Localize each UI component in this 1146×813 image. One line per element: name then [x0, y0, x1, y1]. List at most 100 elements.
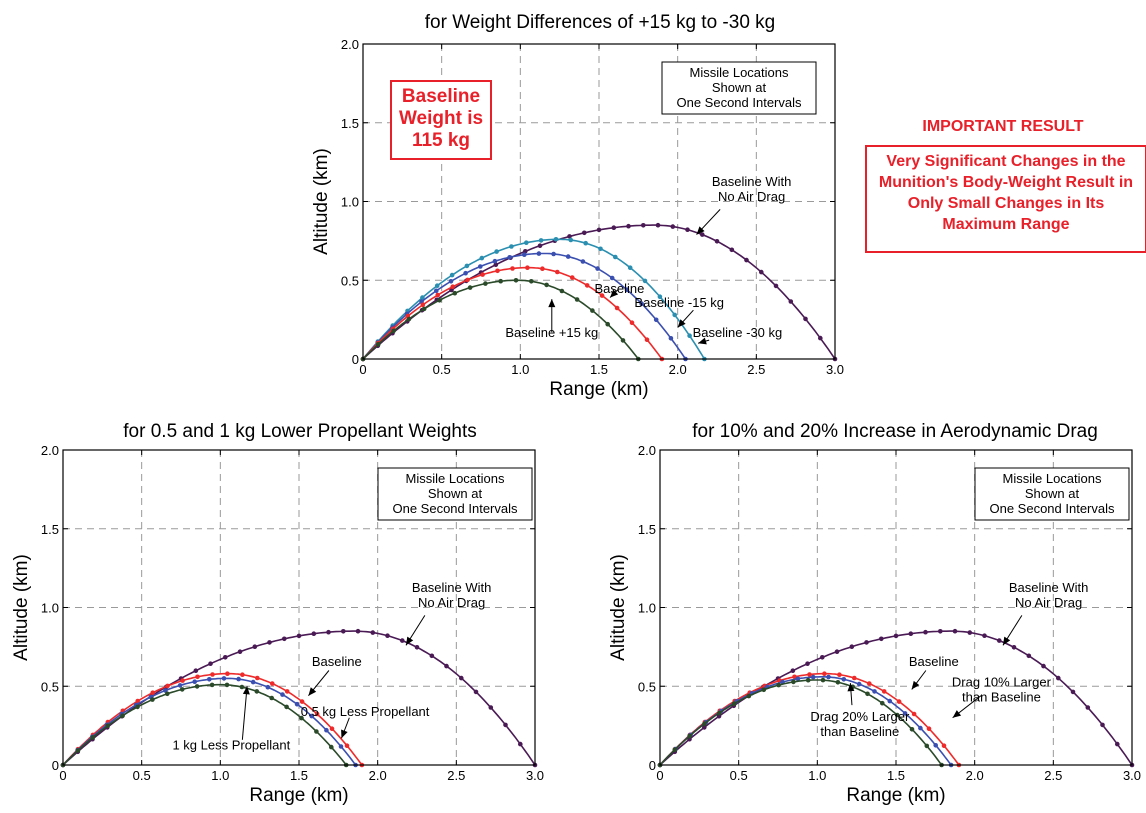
annotation-arrowhead	[341, 729, 348, 739]
plot-frame	[659, 449, 1133, 766]
chart-panel-1: for Weight Differences of +15 kg to -30 …	[311, 12, 844, 400]
series-point	[270, 681, 275, 686]
series-point	[668, 336, 674, 341]
series-point	[902, 711, 908, 716]
chart-title: for 0.5 and 1 kg Lower Propellant Weight…	[123, 421, 476, 442]
y-tick-label: 2.0	[41, 443, 59, 458]
series-point	[120, 713, 125, 718]
series-point	[717, 710, 722, 716]
series-point	[294, 701, 300, 707]
series-point	[700, 232, 705, 237]
series-point	[90, 735, 96, 740]
chart-title: for Weight Differences of +15 kg to -30 …	[425, 12, 775, 33]
x-tick-label: 0	[656, 768, 663, 783]
series-4	[360, 265, 665, 362]
series-point	[437, 298, 442, 303]
series-point	[524, 240, 529, 245]
series-point	[672, 312, 677, 318]
series-point	[324, 727, 329, 733]
y-tick-label: 0	[649, 758, 656, 773]
series-point	[309, 713, 315, 719]
series-4	[60, 682, 349, 768]
annotation-label: than Baseline	[962, 689, 1041, 704]
missile-locations-text: Missile Locations	[1003, 471, 1102, 486]
series-point	[355, 628, 361, 634]
x-tick-label: 1.0	[511, 362, 529, 377]
series-point	[896, 699, 902, 704]
annotation-arrowhead	[847, 683, 855, 692]
series-point	[479, 255, 485, 261]
series-point	[613, 254, 618, 260]
series-5	[360, 278, 641, 362]
chart-panel-3: for 10% and 20% Increase in Aerodynamic …	[608, 421, 1141, 806]
series-point	[391, 328, 396, 334]
series-3	[360, 251, 688, 362]
series-2	[360, 237, 707, 362]
missile-locations-box	[377, 467, 533, 521]
y-tick-label: 1.0	[41, 601, 59, 616]
annotation-label: 1 kg Less Propellant	[172, 737, 290, 752]
series-point	[180, 678, 185, 683]
series-point	[837, 672, 842, 677]
series-point	[254, 675, 260, 681]
series-point	[429, 653, 435, 659]
series-point	[626, 223, 631, 229]
series-point	[105, 723, 110, 729]
annotation-label: No Air Drag	[718, 189, 785, 204]
series-point	[434, 288, 439, 294]
series-point	[574, 297, 580, 302]
series-point	[540, 266, 545, 272]
series-point	[746, 693, 752, 699]
annotation-label: Baseline	[312, 654, 362, 669]
series-point	[672, 747, 678, 752]
series-point	[639, 301, 644, 306]
x-tick-label: 2.0	[669, 362, 687, 377]
annotation-label: Drag 20% Larger	[810, 709, 910, 724]
x-axis-label: Range (km)	[846, 785, 945, 806]
y-axis-label: Altitude (km)	[608, 554, 629, 661]
series-point	[1085, 705, 1091, 710]
x-axis-label: Range (km)	[549, 379, 648, 400]
series-point	[567, 234, 572, 239]
series-point	[299, 715, 304, 721]
series-line	[659, 679, 943, 766]
series-point	[595, 266, 600, 271]
missile-locations-text: Missile Locations	[690, 65, 789, 80]
series-point	[463, 270, 468, 276]
series-point	[644, 337, 650, 343]
series-point	[611, 225, 617, 230]
series-point	[553, 237, 559, 242]
series-point	[464, 263, 470, 269]
series-point	[314, 729, 319, 734]
y-tick-label: 0.5	[638, 679, 656, 694]
annotation-arrowhead	[952, 710, 962, 718]
x-tick-label: 2.0	[966, 768, 984, 783]
x-tick-label: 3.0	[526, 768, 544, 783]
missile-locations-text: One Second Intervals	[989, 501, 1115, 516]
series-point	[702, 725, 707, 730]
series-point	[641, 223, 646, 228]
important-result-box: Very Significant Changes in the Munition…	[865, 145, 1146, 253]
series-point	[296, 633, 302, 639]
series-point	[282, 636, 287, 642]
annotation-arrowhead	[1002, 636, 1011, 646]
series-point	[598, 246, 603, 252]
series-point	[473, 689, 479, 695]
series-point	[624, 287, 630, 293]
series-point	[209, 682, 215, 688]
series-point	[559, 288, 565, 294]
series-point	[503, 722, 508, 728]
series-point	[265, 684, 271, 690]
series-point	[329, 744, 334, 750]
series-point	[761, 687, 767, 693]
series-point	[894, 712, 900, 718]
annotation-label: Baseline With	[412, 580, 491, 595]
y-axis-label: Altitude (km)	[311, 148, 332, 255]
x-tick-label: 1.5	[887, 768, 905, 783]
series-point	[522, 252, 527, 257]
series-point	[254, 689, 260, 694]
chart-title: for 10% and 20% Increase in Aerodynamic …	[692, 421, 1098, 442]
series-1	[360, 222, 838, 362]
series-point	[165, 683, 170, 689]
series-point	[657, 294, 663, 300]
